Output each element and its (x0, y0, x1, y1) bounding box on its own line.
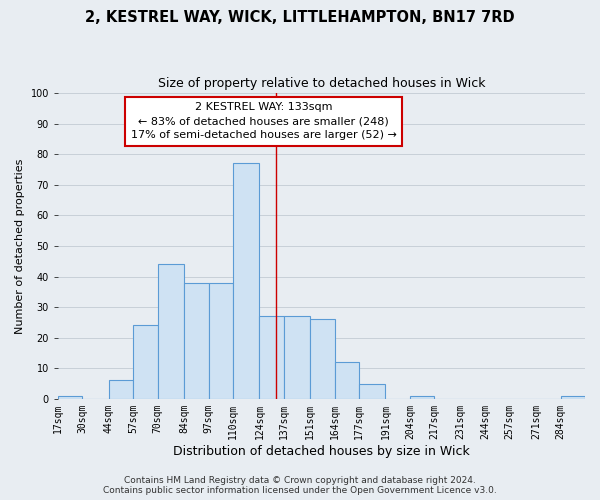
Text: Contains HM Land Registry data © Crown copyright and database right 2024.
Contai: Contains HM Land Registry data © Crown c… (103, 476, 497, 495)
Bar (209, 282, 233, 399)
Bar (310, 320, 335, 399)
X-axis label: Distribution of detached houses by size in Wick: Distribution of detached houses by size … (173, 444, 470, 458)
Bar (560, 396, 585, 399)
Bar (109, 380, 133, 399)
Bar (233, 164, 259, 399)
Bar (359, 384, 385, 399)
Bar (184, 282, 209, 399)
Bar (158, 264, 184, 399)
Bar (133, 326, 158, 399)
Bar (58, 396, 82, 399)
Y-axis label: Number of detached properties: Number of detached properties (15, 158, 25, 334)
Bar (410, 396, 434, 399)
Text: 2, KESTREL WAY, WICK, LITTLEHAMPTON, BN17 7RD: 2, KESTREL WAY, WICK, LITTLEHAMPTON, BN1… (85, 10, 515, 25)
Text: 2 KESTREL WAY: 133sqm
← 83% of detached houses are smaller (248)
17% of semi-det: 2 KESTREL WAY: 133sqm ← 83% of detached … (131, 102, 397, 140)
Bar (284, 316, 310, 399)
Title: Size of property relative to detached houses in Wick: Size of property relative to detached ho… (158, 78, 485, 90)
Bar (335, 362, 359, 399)
Bar (259, 316, 284, 399)
